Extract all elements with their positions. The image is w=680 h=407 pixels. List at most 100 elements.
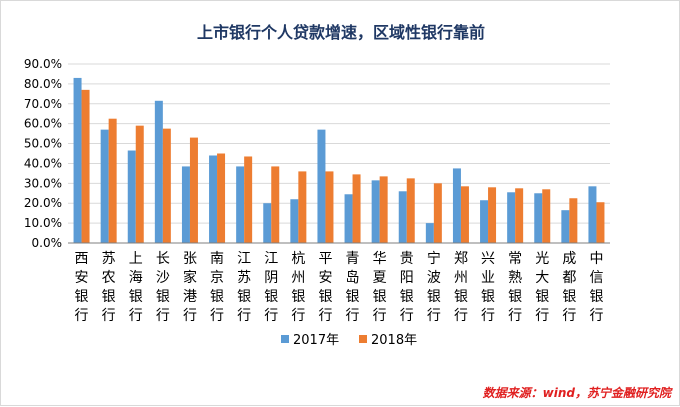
- x-category-char: 行: [373, 308, 387, 324]
- x-category-char: 银: [237, 289, 251, 305]
- x-category-char: 行: [481, 308, 495, 324]
- bar-2018: [189, 137, 198, 243]
- x-category-char: 行: [589, 308, 603, 324]
- legend: 2017年 2018年: [281, 333, 417, 348]
- x-category-char: 沙: [156, 270, 170, 286]
- x-category-char: 银: [264, 289, 278, 305]
- x-category-char: 长: [156, 251, 170, 267]
- y-tick-label: 50.0%: [24, 137, 62, 151]
- x-category-char: 平: [318, 251, 332, 267]
- x-category-char: 行: [427, 308, 441, 324]
- x-category-char: 行: [264, 308, 278, 324]
- x-category-char: 熟: [508, 270, 522, 286]
- bar-2017: [480, 200, 489, 243]
- bar-2018: [379, 176, 388, 243]
- x-category-char: 海: [129, 270, 143, 286]
- x-category-char: 银: [346, 289, 360, 305]
- x-category-char: 行: [291, 308, 305, 324]
- x-category-char: 行: [102, 308, 116, 324]
- legend-swatch: [359, 335, 367, 343]
- bar-2018: [298, 171, 307, 243]
- x-category-char: 张: [183, 251, 197, 267]
- x-category-char: 行: [562, 308, 576, 324]
- bar-2018: [542, 189, 551, 243]
- bar-2018: [162, 128, 171, 243]
- x-category-char: 银: [291, 289, 305, 305]
- x-category-char: 行: [318, 308, 332, 324]
- x-category-char: 江: [237, 251, 251, 267]
- bar-2017: [263, 203, 272, 243]
- x-category-char: 郑: [454, 251, 468, 267]
- x-category-char: 行: [400, 308, 414, 324]
- bar-2017: [127, 150, 136, 243]
- bars: [73, 77, 605, 244]
- chart-title: 上市银行个人贷款增速，区域性银行靠前: [197, 23, 485, 42]
- x-category-char: 夏: [373, 270, 387, 286]
- x-category-char: 安: [75, 270, 89, 286]
- bar-2018: [488, 187, 497, 243]
- x-category-char: 安: [318, 270, 332, 286]
- bar-2017: [236, 166, 245, 243]
- bar-2018: [569, 198, 578, 243]
- y-tick-label: 10.0%: [24, 216, 62, 230]
- bar-2018: [433, 183, 442, 243]
- bar-2017: [290, 199, 299, 243]
- x-category-char: 银: [427, 289, 441, 305]
- bar-2018: [108, 118, 117, 243]
- x-category-char: 兴: [481, 251, 495, 267]
- bar-2018: [81, 89, 90, 243]
- gridlines: [68, 63, 610, 224]
- x-category-char: 成: [562, 251, 576, 267]
- bar-2017: [317, 129, 326, 243]
- bar-2017: [588, 186, 597, 243]
- x-category-char: 信: [589, 270, 603, 286]
- x-category-char: 苏: [102, 251, 116, 267]
- y-tick-label: 90.0%: [24, 57, 62, 71]
- legend-item: 2018年: [359, 333, 417, 348]
- bar-2018: [271, 166, 280, 243]
- x-category-char: 都: [562, 270, 576, 286]
- x-category-char: 银: [454, 289, 468, 305]
- x-category-char: 贵: [400, 251, 414, 267]
- x-category-char: 行: [210, 308, 224, 324]
- bar-2018: [406, 178, 415, 243]
- x-category-char: 农: [102, 270, 116, 286]
- bar-2017: [507, 192, 516, 243]
- bar-2017: [452, 168, 461, 243]
- x-category-char: 杭: [291, 251, 305, 267]
- legend-label: 2018年: [371, 333, 417, 348]
- x-category-char: 江: [264, 251, 278, 267]
- bar-2017: [154, 100, 163, 244]
- x-category-char: 银: [75, 289, 89, 305]
- legend-item: 2017年: [281, 333, 339, 348]
- bar-2018: [515, 188, 524, 243]
- source-note: 数据来源：wind，苏宁金融研究院: [483, 386, 673, 400]
- bar-2017: [73, 77, 82, 243]
- x-category-char: 州: [291, 270, 305, 286]
- x-category-char: 银: [373, 289, 387, 305]
- bar-2017: [344, 194, 353, 243]
- x-category-char: 京: [210, 270, 224, 286]
- bar-2017: [398, 191, 407, 243]
- x-category-char: 银: [156, 289, 170, 305]
- x-category-char: 阴: [264, 270, 278, 286]
- bar-2017: [100, 129, 109, 243]
- bar-2018: [244, 156, 253, 243]
- x-category-char: 上: [129, 251, 143, 267]
- x-category-char: 家: [183, 269, 197, 286]
- x-category-char: 西: [75, 251, 89, 267]
- x-category-char: 银: [535, 289, 549, 305]
- x-category-char: 业: [481, 270, 495, 286]
- x-category-char: 银: [562, 289, 576, 305]
- bar-2018: [460, 186, 469, 243]
- bar-2018: [325, 171, 334, 243]
